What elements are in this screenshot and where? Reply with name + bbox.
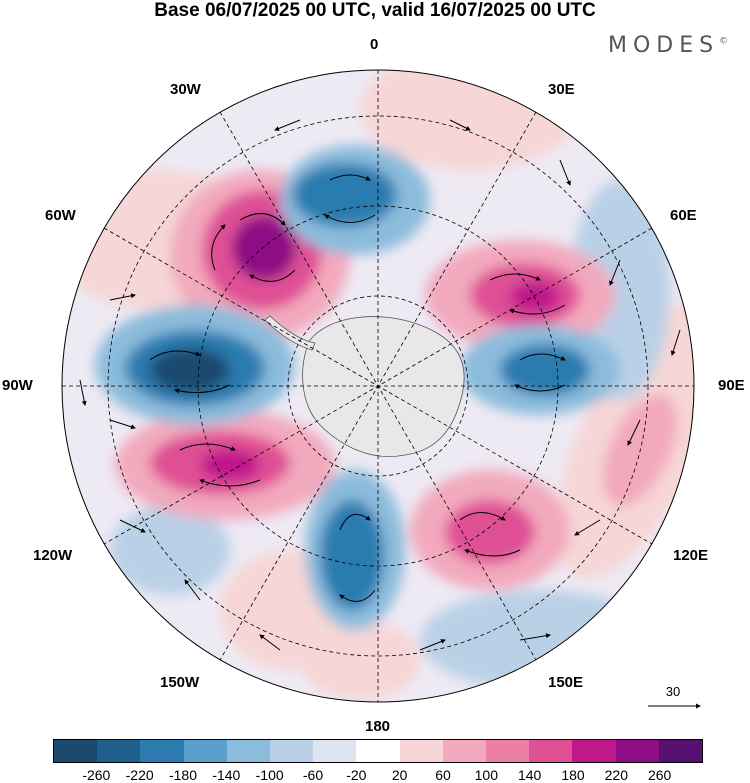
colorbar-segment (313, 740, 357, 762)
brand-logo: MODES© (608, 33, 728, 58)
lon-label-180: 180 (365, 718, 391, 735)
colorbar-tick-label: -20 (346, 767, 367, 783)
colorbar-segment (356, 740, 400, 762)
colorbar-segment (442, 740, 487, 762)
lon-label-120e: 120E (673, 547, 709, 564)
colorbar-tick-label: 60 (435, 767, 451, 783)
colorbar-tick-label: -220 (125, 767, 154, 783)
colorbar-segment (486, 740, 530, 762)
brand-name: MODES (608, 33, 720, 58)
lon-label-90e: 90E (718, 377, 745, 394)
colorbar-tick-label: 20 (391, 767, 408, 783)
colorbar-tick-label: -140 (212, 767, 241, 783)
colorbar-segment (270, 740, 314, 762)
antarctic-peninsula (264, 315, 316, 351)
colorbar-segment (572, 740, 616, 762)
lon-label-30w: 30W (170, 81, 201, 98)
lon-label-90w: 90W (2, 377, 33, 394)
brand-mark: © (719, 36, 729, 47)
colorbar-segment (226, 740, 271, 762)
polar-map (61, 69, 701, 709)
lon-label-150e: 150E (548, 674, 584, 691)
colorbar-tick-label: 140 (517, 767, 542, 783)
lon-label-0: 0 (370, 36, 379, 53)
colorbar-tick-label: 100 (474, 767, 499, 783)
colorbar-labels: -260 -220 -180 -140 -100 -60 -20 20 60 100 140 180 2… (53, 767, 703, 783)
colorbar-segment (658, 740, 703, 762)
colorbar-tick-label: 180 (561, 767, 585, 783)
colorbar-segment (54, 740, 98, 762)
vector-reference: 30 (648, 684, 708, 714)
lon-label-150w: 150W (160, 674, 200, 691)
colorbar-segment (183, 740, 227, 762)
graticule (62, 70, 694, 702)
map-boundary (61, 69, 695, 703)
colorbar-segment (615, 740, 659, 762)
lon-label-60w: 60W (45, 207, 76, 224)
vector-reference-label: 30 (665, 684, 681, 699)
colorbar-tick-label: 260 (647, 767, 672, 783)
lon-label-30e: 30E (548, 81, 575, 98)
colorbar (53, 739, 703, 763)
colorbar-segment (140, 740, 184, 762)
colorbar-tick-label: 220 (604, 767, 629, 783)
colorbar-segment (399, 740, 443, 762)
colorbar-tick-label: -180 (168, 767, 198, 783)
colorbar-tick-label: -260 (82, 767, 111, 783)
wind-vectors (79, 119, 681, 651)
colorbar-segment (97, 740, 141, 762)
colorbar-segment (529, 740, 573, 762)
map-title: Base 06/07/2025 00 UTC, valid 16/07/2025… (154, 0, 596, 21)
colorbar-tick-label: -60 (302, 767, 324, 783)
antarctica-landmass (302, 316, 465, 457)
lon-label-60e: 60E (670, 207, 697, 224)
lon-label-120w: 120W (33, 547, 73, 564)
colorbar-tick-label: -100 (255, 767, 284, 783)
